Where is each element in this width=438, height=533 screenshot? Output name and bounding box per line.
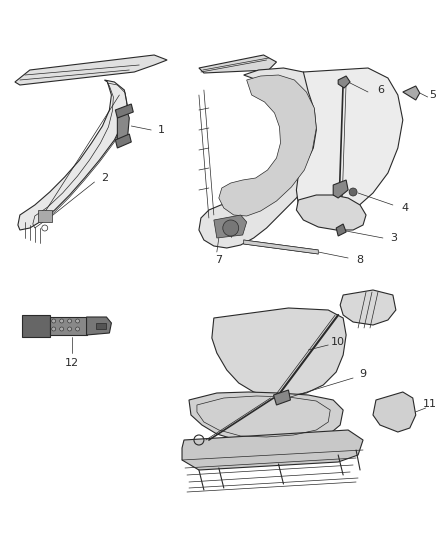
Polygon shape: [297, 68, 403, 222]
Text: 1: 1: [158, 125, 165, 135]
Polygon shape: [219, 75, 316, 216]
Circle shape: [60, 327, 64, 331]
Text: 12: 12: [64, 358, 79, 368]
Circle shape: [67, 319, 72, 323]
Circle shape: [223, 220, 239, 236]
Polygon shape: [189, 392, 343, 443]
Circle shape: [76, 327, 80, 331]
Polygon shape: [87, 317, 111, 335]
Polygon shape: [117, 112, 129, 140]
Text: 5: 5: [429, 90, 436, 100]
Polygon shape: [115, 104, 133, 118]
Polygon shape: [297, 195, 366, 230]
Polygon shape: [333, 180, 348, 198]
Polygon shape: [373, 392, 416, 432]
Circle shape: [60, 319, 64, 323]
Polygon shape: [212, 308, 346, 396]
Polygon shape: [244, 240, 318, 254]
Polygon shape: [336, 224, 346, 236]
Polygon shape: [18, 80, 127, 230]
Text: 7: 7: [215, 255, 223, 265]
Text: 9: 9: [360, 369, 367, 379]
Text: 4: 4: [401, 203, 408, 213]
Text: 8: 8: [357, 255, 364, 265]
Polygon shape: [403, 86, 420, 100]
Polygon shape: [340, 290, 396, 325]
Circle shape: [76, 319, 80, 323]
Text: 11: 11: [423, 399, 437, 409]
Polygon shape: [38, 210, 52, 222]
Circle shape: [52, 327, 56, 331]
Text: 10: 10: [331, 337, 345, 347]
Polygon shape: [115, 134, 131, 148]
Circle shape: [349, 188, 357, 196]
Text: 2: 2: [101, 173, 108, 183]
Polygon shape: [182, 430, 363, 470]
Polygon shape: [214, 215, 247, 238]
Circle shape: [67, 327, 72, 331]
Polygon shape: [50, 317, 87, 335]
Polygon shape: [338, 76, 350, 88]
Polygon shape: [199, 55, 276, 73]
Polygon shape: [22, 315, 50, 337]
Circle shape: [52, 319, 56, 323]
Polygon shape: [96, 323, 106, 329]
Polygon shape: [199, 68, 333, 248]
Polygon shape: [273, 390, 290, 405]
Polygon shape: [15, 55, 167, 85]
Text: 3: 3: [390, 233, 397, 243]
Text: 6: 6: [378, 85, 385, 95]
